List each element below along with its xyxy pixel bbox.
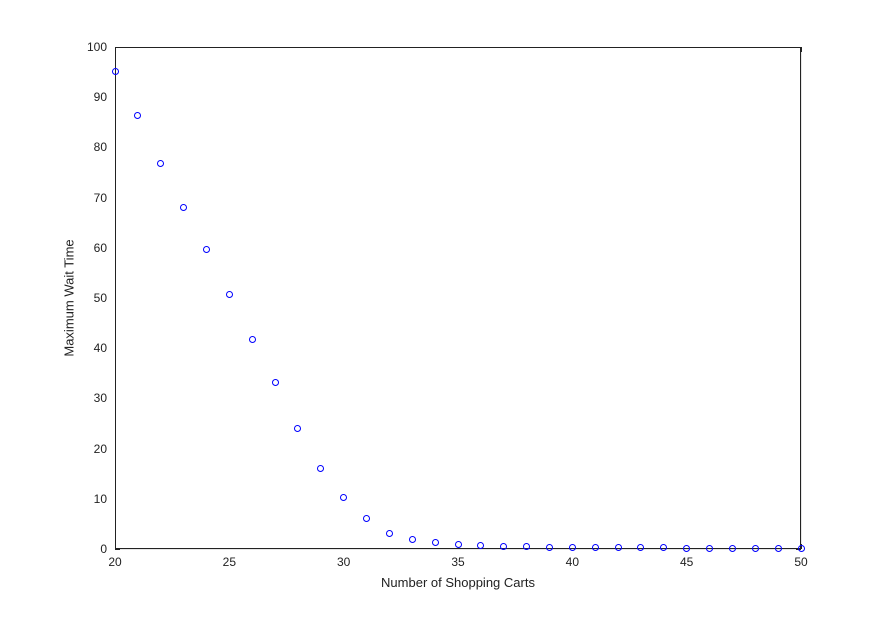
y-tick bbox=[115, 549, 120, 550]
y-tick-label: 90 bbox=[94, 90, 107, 104]
y-tick-label: 60 bbox=[94, 241, 107, 255]
x-tick-label: 35 bbox=[451, 555, 464, 569]
data-point bbox=[546, 544, 553, 551]
x-tick-label: 25 bbox=[223, 555, 236, 569]
data-point bbox=[660, 544, 667, 551]
x-tick-label: 45 bbox=[680, 555, 693, 569]
x-tick-label: 30 bbox=[337, 555, 350, 569]
y-axis-label: Maximum Wait Time bbox=[62, 239, 77, 356]
data-point bbox=[569, 544, 576, 551]
y-tick-label: 20 bbox=[94, 442, 107, 456]
data-point bbox=[798, 545, 805, 552]
data-point bbox=[112, 68, 119, 75]
data-point bbox=[615, 544, 622, 551]
data-point bbox=[775, 545, 782, 552]
y-tick-label: 30 bbox=[94, 391, 107, 405]
data-point bbox=[637, 544, 644, 551]
x-tick-label: 50 bbox=[794, 555, 807, 569]
x-axis-label: Number of Shopping Carts bbox=[381, 575, 535, 590]
x-tick-label: 20 bbox=[108, 555, 121, 569]
data-point bbox=[432, 539, 439, 546]
y-tick-label: 10 bbox=[94, 492, 107, 506]
data-point bbox=[249, 336, 256, 343]
gridline-vertical bbox=[801, 47, 802, 549]
y-tick-label: 100 bbox=[87, 40, 107, 54]
data-point bbox=[592, 544, 599, 551]
y-tick-label: 50 bbox=[94, 291, 107, 305]
data-point bbox=[683, 545, 690, 552]
x-tick-label: 40 bbox=[566, 555, 579, 569]
x-tick bbox=[801, 47, 802, 52]
y-tick-label: 80 bbox=[94, 140, 107, 154]
data-point bbox=[729, 545, 736, 552]
plot-area bbox=[115, 47, 801, 549]
data-point bbox=[455, 541, 462, 548]
data-point bbox=[706, 545, 713, 552]
gridline-horizontal bbox=[115, 549, 801, 550]
y-tick-label: 70 bbox=[94, 191, 107, 205]
data-point bbox=[752, 545, 759, 552]
y-tick-label: 0 bbox=[100, 542, 107, 556]
y-tick-label: 40 bbox=[94, 341, 107, 355]
data-point bbox=[272, 379, 279, 386]
figure: Number of Shopping Carts Maximum Wait Ti… bbox=[0, 0, 884, 627]
